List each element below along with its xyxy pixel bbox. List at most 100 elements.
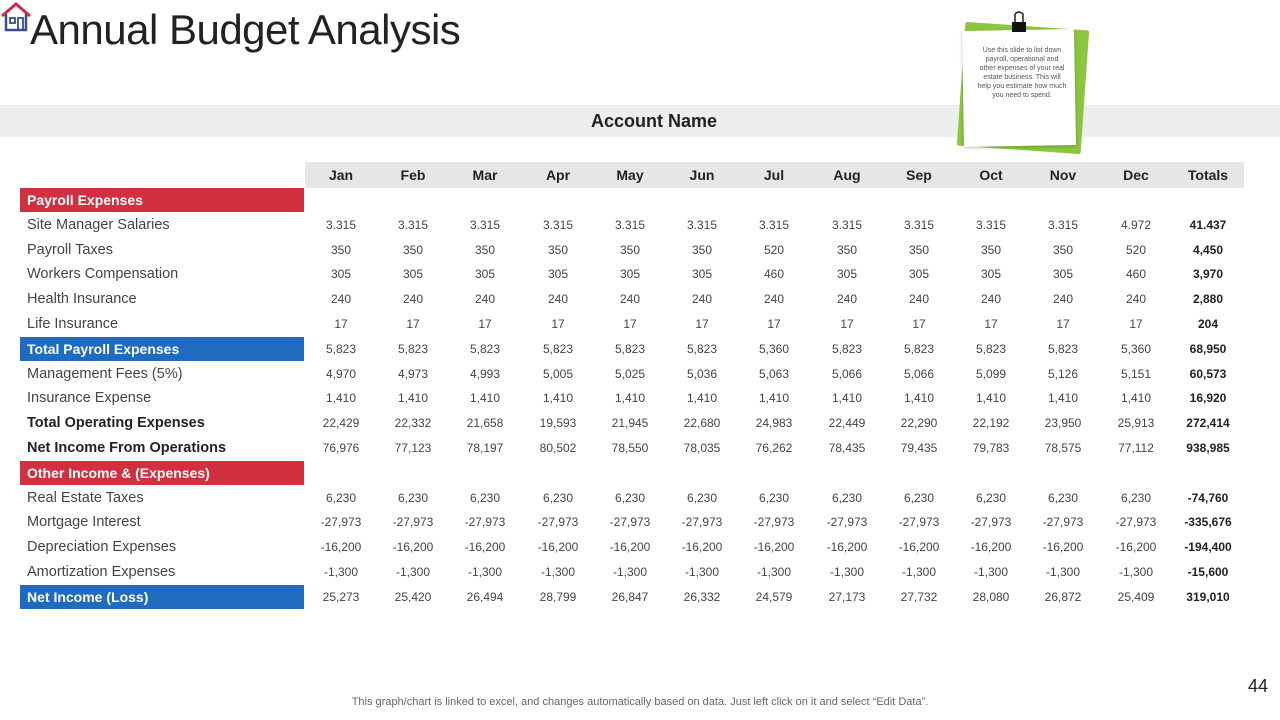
value-cell: 6,230 [831, 490, 863, 505]
row-label: Site Manager Salaries [27, 216, 170, 233]
value-cell: -27,973 [320, 515, 362, 530]
value-cell: 5,823 [325, 341, 357, 356]
value-cell: 17 [695, 317, 709, 331]
value-cell: 22,449 [828, 416, 866, 431]
value-cell: 305 [836, 267, 858, 282]
value-cell: -16,200 [681, 540, 723, 555]
value-cell: 6,230 [758, 490, 790, 505]
value-cell: -1,300 [1118, 565, 1154, 579]
table-row: Total Operating Expenses 22,429 22,332 21,6… [0, 411, 1280, 435]
value-cell: 350 [330, 242, 352, 257]
value-cell: 305 [691, 267, 713, 282]
value-cell: -1,300 [829, 565, 865, 579]
value-cell: 1,410 [686, 391, 718, 406]
value-cell: 6,230 [325, 490, 357, 505]
row-label: Management Fees (5%) [27, 365, 183, 382]
value-cell: 1,410 [397, 391, 429, 406]
value-cell: 17 [767, 317, 781, 331]
value-cell: 25,420 [394, 589, 432, 604]
account-name-heading: Account Name [590, 111, 718, 131]
value-cell: -16,200 [609, 540, 651, 555]
value-cell: -16,200 [392, 540, 434, 555]
value-cell: 24,983 [755, 416, 793, 431]
value-cell: 76,976 [322, 441, 360, 455]
value-cell: 350 [402, 242, 424, 257]
row-label: Payroll Taxes [27, 241, 113, 258]
value-cell: 350 [547, 242, 569, 257]
value-cell: 305 [402, 267, 424, 282]
value-cell: 305 [908, 267, 930, 282]
value-cell: -16,200 [537, 540, 579, 555]
page-number: 44 [1247, 676, 1268, 696]
value-cell: 5,823 [831, 341, 863, 356]
value-cell: 80,502 [539, 441, 577, 455]
row-label: Payroll Expenses [20, 188, 304, 212]
value-cell: 520 [1125, 242, 1147, 257]
value-cell: 21,945 [611, 416, 649, 431]
table-row: Net Income From Operations 76,976 77,123 78… [0, 436, 1280, 460]
column-header: Dec [1123, 167, 1149, 183]
value-cell: 1,410 [1120, 391, 1152, 406]
table-row: Management Fees (5%) 4,970 4,973 4,993 5,005… [0, 362, 1280, 386]
value-cell: 6,230 [1047, 490, 1079, 505]
value-cell: 350 [691, 242, 713, 257]
value-cell: -16,200 [753, 540, 795, 555]
value-cell: 350 [474, 242, 496, 257]
value-cell: 23,950 [1044, 416, 1082, 431]
table-row: Total Payroll Expenses 5,823 5,823 5,823 5,8… [0, 336, 1280, 361]
value-cell: -27,973 [970, 515, 1012, 530]
table-row: Payroll Expenses [0, 188, 1280, 212]
row-label: Mortgage Interest [27, 514, 141, 531]
row-label: Net Income (Loss) [20, 584, 304, 609]
value-cell: 1,410 [903, 391, 935, 406]
value-cell: 5,823 [975, 341, 1007, 356]
table-row: Real Estate Taxes 6,230 6,230 6,230 6,230 6,2… [0, 486, 1280, 510]
value-cell: 26,494 [466, 589, 504, 604]
value-cell: 25,409 [1117, 589, 1155, 604]
value-cell: 21,658 [466, 416, 504, 431]
value-cell: 5,099 [975, 366, 1007, 381]
column-header: Nov [1049, 167, 1077, 183]
value-cell: -1,300 [467, 565, 503, 579]
value-cell: -16,200 [970, 540, 1012, 555]
table-row: Other Income & (Expenses) [0, 460, 1280, 485]
value-cell: 1,410 [975, 391, 1007, 406]
value-cell: 17 [551, 317, 565, 331]
value-cell: 5,066 [831, 366, 863, 381]
value-cell: 24,579 [755, 589, 793, 604]
column-header: Feb [400, 167, 426, 183]
value-cell: 26,332 [683, 589, 721, 604]
value-cell: 5,823 [397, 341, 429, 356]
value-cell: 78,575 [1044, 441, 1082, 455]
total-cell: 272,414 [1186, 416, 1230, 431]
value-cell: 5,151 [1120, 366, 1152, 381]
value-cell: 17 [840, 317, 854, 331]
value-cell: -16,200 [1115, 540, 1157, 555]
value-cell: 19,593 [539, 416, 577, 431]
value-cell: 5,823 [542, 341, 574, 356]
value-cell: 17 [1056, 317, 1070, 331]
value-cell: 6,230 [542, 490, 574, 505]
total-cell: 204 [1197, 317, 1219, 331]
value-cell: 240 [763, 292, 785, 307]
value-cell: 5,036 [686, 366, 718, 381]
total-cell: 938,985 [1186, 441, 1230, 455]
total-cell: 16,920 [1189, 391, 1227, 406]
value-cell: -27,973 [392, 515, 434, 530]
value-cell: 5,360 [1120, 341, 1152, 356]
value-cell: 5,823 [1047, 341, 1079, 356]
value-cell: 78,435 [828, 441, 866, 455]
value-cell: -27,973 [898, 515, 940, 530]
value-cell: 17 [1129, 317, 1143, 331]
value-cell: 5,823 [686, 341, 718, 356]
value-cell: 4,973 [397, 366, 429, 381]
value-cell: 5,126 [1047, 366, 1079, 381]
value-cell: -27,973 [1042, 515, 1084, 530]
value-cell: 17 [623, 317, 637, 331]
value-cell: 5,063 [758, 366, 790, 381]
value-cell: 79,783 [972, 441, 1010, 455]
value-cell: 17 [478, 317, 492, 331]
value-cell: 1,410 [831, 391, 863, 406]
value-cell: -27,973 [537, 515, 579, 530]
row-label: Workers Compensation [27, 266, 179, 283]
